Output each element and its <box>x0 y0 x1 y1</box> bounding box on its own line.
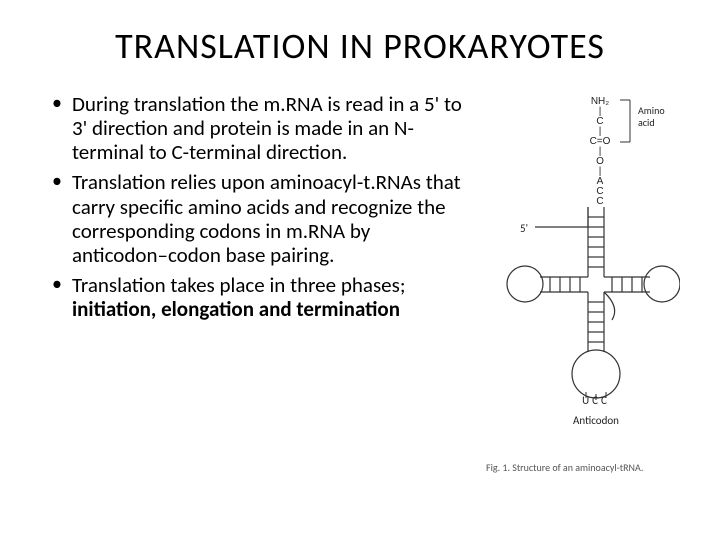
bullet-item: During translation the m.RNA is read in … <box>58 92 470 164</box>
d-arm <box>507 266 588 302</box>
anticodon-label: Anticodon <box>573 414 619 427</box>
bullet-text: Translation relies upon aminoacyl-t.RNAs… <box>72 169 461 267</box>
bullet-bold: initiation, elongation and termination <box>72 296 400 322</box>
bullet-item: Translation takes place in three phases;… <box>58 273 470 321</box>
variable-loop <box>604 292 615 320</box>
bullet-text: During translation the m.RNA is read in … <box>72 91 462 165</box>
t-arm <box>604 266 680 302</box>
bullet-list: During translation the m.RNA is read in … <box>40 92 470 492</box>
anticodon-stem <box>572 292 620 398</box>
acceptor-stem <box>535 207 604 277</box>
figure-caption: Fig. 1. Structure of an aminoacyl-tRNA. <box>480 461 680 474</box>
bullet-text: Translation takes place in three phases; <box>72 272 405 298</box>
chain-c: C <box>596 196 603 207</box>
body-row: During translation the m.RNA is read in … <box>40 92 680 492</box>
amino-acid-label-line2: acid <box>638 116 655 129</box>
bullet-item: Translation relies upon aminoacyl-t.RNAs… <box>58 170 470 267</box>
slide: TRANSLATION IN PROKARYOTES During transl… <box>0 0 720 540</box>
trna-svg: NH₂ | C | C=O | O | A C C <box>480 92 680 452</box>
trna-figure: NH₂ | C | C=O | O | A C C <box>480 92 680 492</box>
slide-title: TRANSLATION IN PROKARYOTES <box>40 24 680 68</box>
five-prime-label: 5' <box>520 222 528 235</box>
